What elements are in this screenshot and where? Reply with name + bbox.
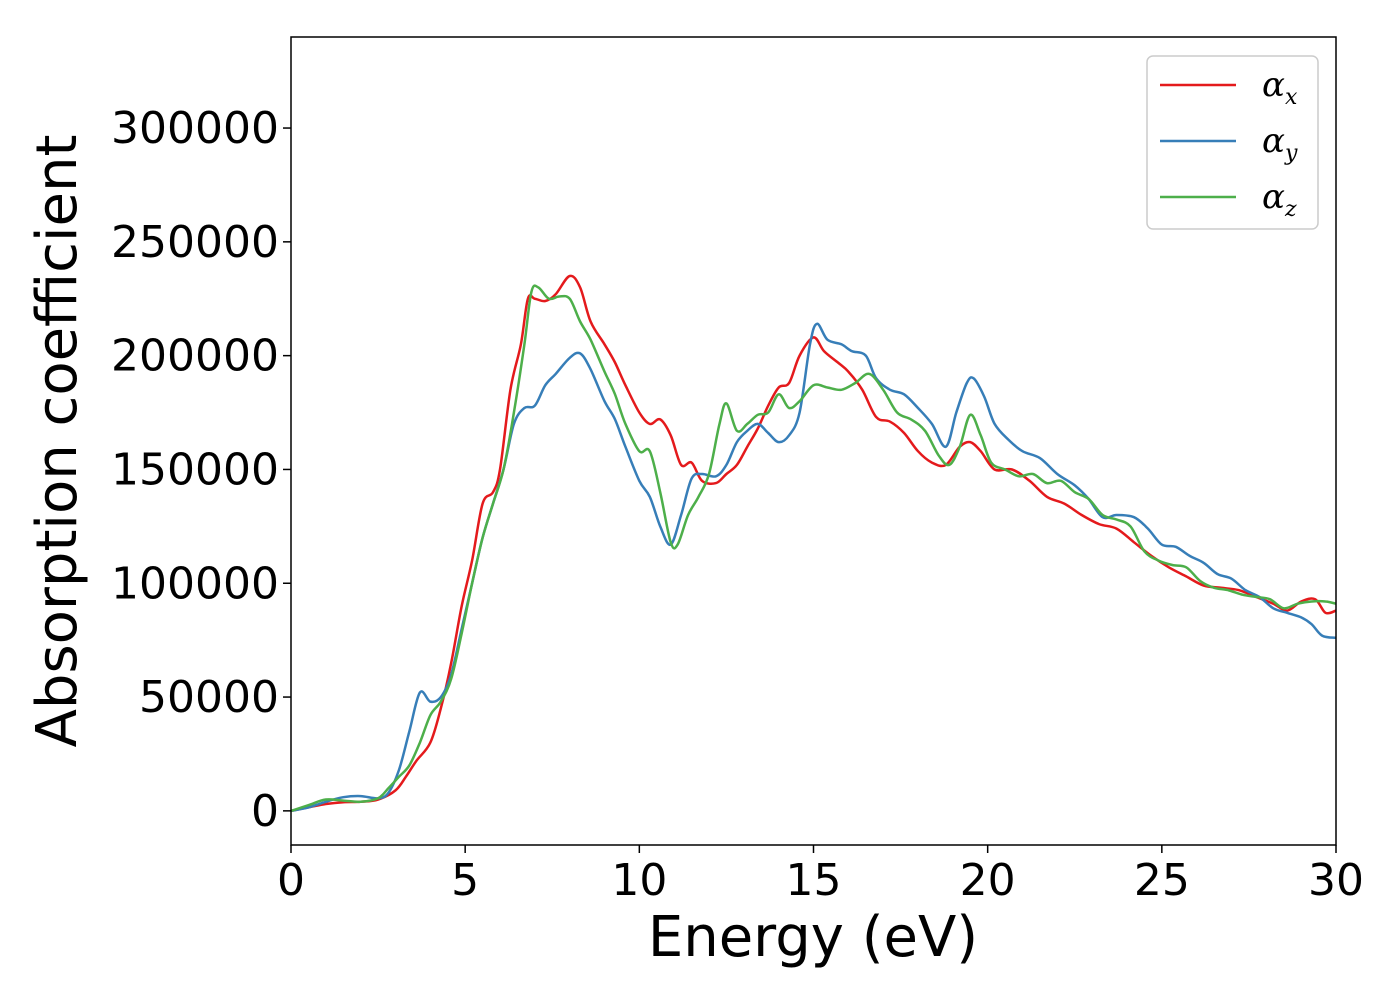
ticks-layer: 0 5 10 15 20 25 30 0 50000 100000 150000 200000 2500… [111, 103, 1364, 906]
series-line-z [290, 284, 1337, 813]
x-tick-label: 30 [1308, 855, 1364, 906]
y-tick-label: 150000 [111, 444, 279, 495]
series-layer [290, 274, 1337, 813]
legend-label-z: αz [1262, 177, 1297, 222]
legend-box [1146, 55, 1319, 230]
y-tick-label: 300000 [111, 103, 279, 154]
y-tick-label: 50000 [139, 672, 279, 723]
x-tick-label: 0 [277, 855, 305, 906]
x-tick-label: 25 [1134, 855, 1190, 906]
y-tick-label: 250000 [111, 217, 279, 268]
x-tick-label: 10 [611, 855, 667, 906]
y-tick-label: 200000 [111, 331, 279, 382]
y-tick-label: 0 [251, 786, 279, 837]
y-tick-label: 100000 [111, 558, 279, 609]
x-axis-label: Energy (eV) [648, 905, 978, 970]
series-line-x [290, 274, 1337, 813]
legend-label-y: αy [1262, 121, 1298, 166]
legend-label-x: αx [1262, 65, 1298, 110]
legend: αx αy αz [1146, 55, 1319, 230]
x-tick-label: 5 [451, 855, 479, 906]
x-tick-label: 15 [786, 855, 842, 906]
x-tick-label: 20 [960, 855, 1016, 906]
y-axis-label: Absorption coefficient [25, 135, 90, 748]
